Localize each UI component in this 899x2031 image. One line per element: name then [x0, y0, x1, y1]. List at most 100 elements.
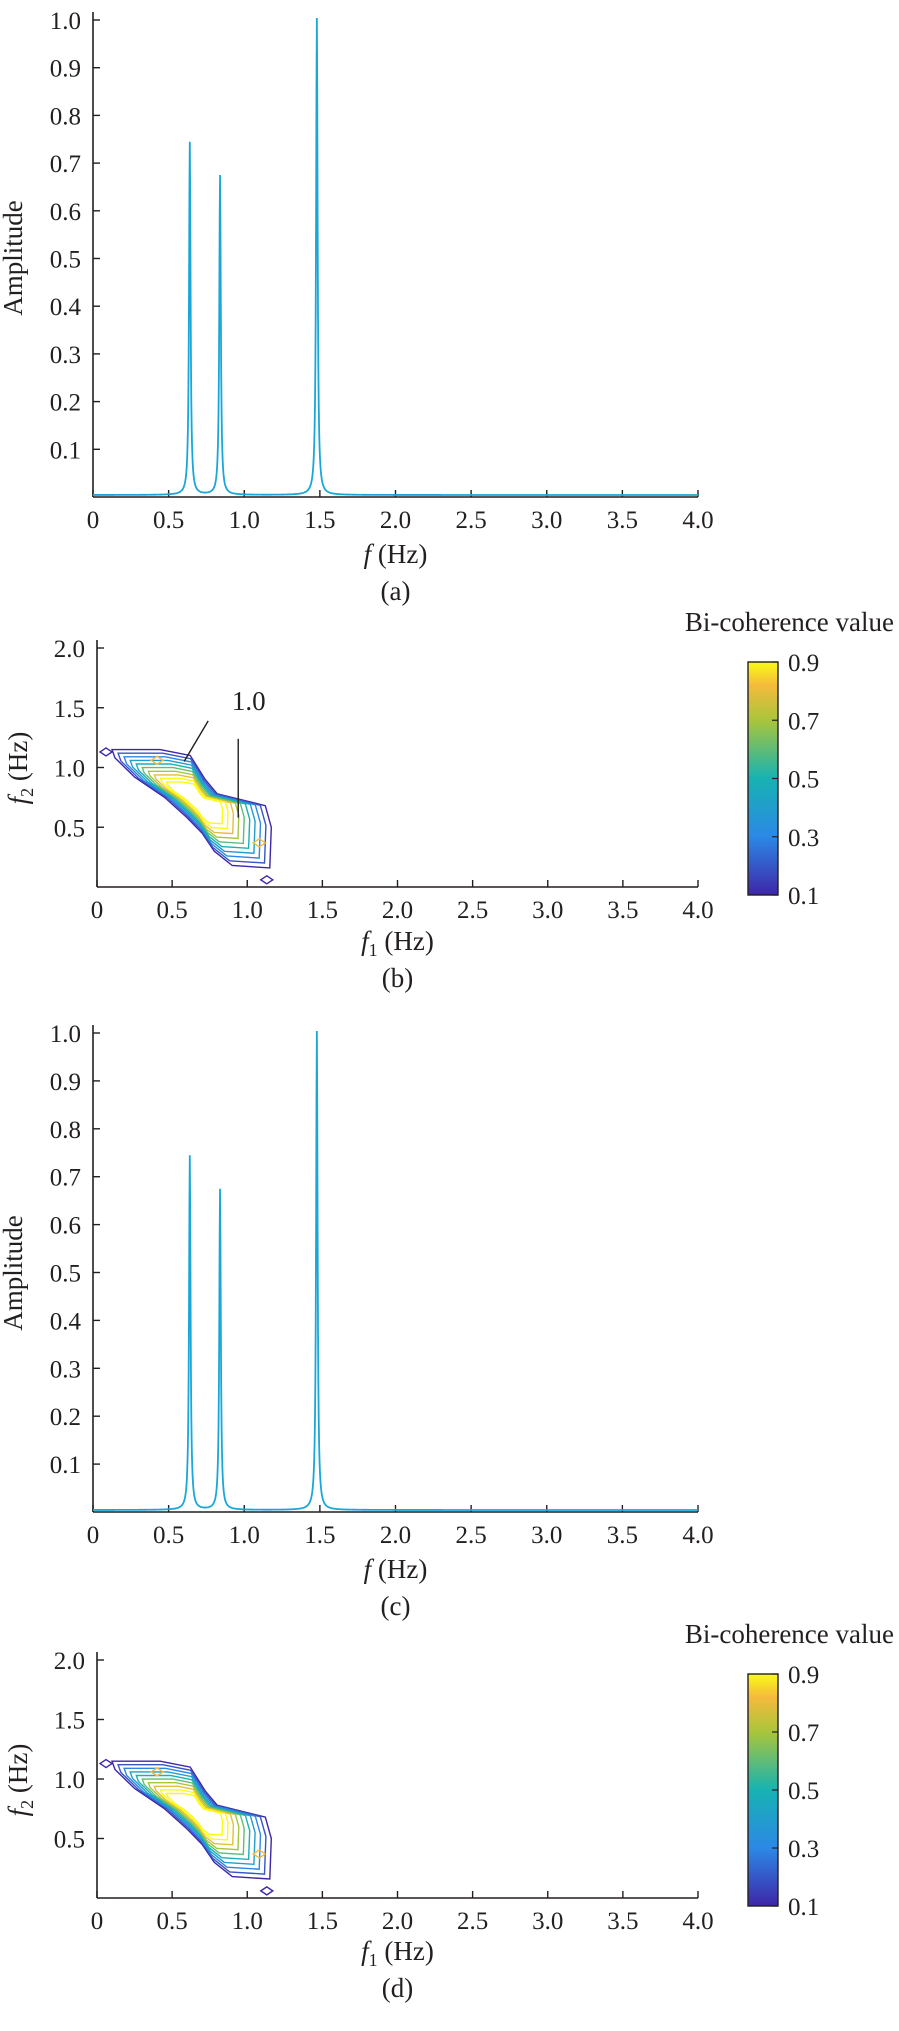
contour-level-4 — [129, 759, 256, 854]
x-axis-label-var: f — [361, 1936, 372, 1966]
y-tick-label: 0.3 — [50, 1356, 81, 1383]
contour-level-2 — [117, 752, 267, 864]
y-axis-label-unit: (Hz) — [3, 1744, 33, 1800]
y-tick-label: 1.0 — [54, 1767, 85, 1794]
x-tick-label: 3.0 — [531, 1522, 562, 1549]
y-tick-label: 0.1 — [50, 1452, 81, 1479]
x-axis-label-sub: 1 — [369, 1950, 378, 1970]
panel-label: (a) — [381, 576, 411, 606]
x-tick-label: 0 — [91, 1908, 104, 1935]
x-tick-label: 0 — [87, 1522, 100, 1549]
x-tick-label: 3.0 — [531, 507, 562, 534]
colorbar-tick-label: 0.9 — [788, 1662, 819, 1689]
colorbar-tick-label: 0.3 — [788, 1836, 819, 1863]
y-tick-label: 1.0 — [50, 8, 81, 35]
spectrum-line — [93, 1030, 698, 1511]
y-tick-label: 1.5 — [54, 696, 85, 723]
spectrum-panel-3: 0 0.5 1.0 1.5 2.0 2.5 3.0 3.5 4.0 0.1 0.2 0.3 0.4 0.5… — [0, 1021, 714, 1621]
y-tick-label: 1.0 — [54, 756, 85, 783]
panel-label: (c) — [381, 1591, 411, 1621]
x-tick-label: 0 — [87, 507, 100, 534]
contour-level-5 — [135, 763, 251, 850]
contour-level-9 — [159, 777, 229, 830]
x-axis-label: f (Hz) — [364, 1554, 428, 1584]
colorbar-tick-label: 0.9 — [788, 650, 819, 677]
contour-level-8 — [153, 774, 235, 835]
contour-tip-left — [98, 747, 114, 757]
x-tick-label: 2.0 — [382, 897, 413, 924]
annotation-leader-1 — [183, 720, 209, 762]
contour-peak-upper — [149, 755, 165, 766]
contour-tip-bottom — [259, 874, 275, 885]
y-tick-label: 0.7 — [50, 1165, 81, 1192]
x-axis-label-var: f — [364, 1554, 375, 1584]
x-tick-label: 0.5 — [153, 507, 184, 534]
colorbar-tick-label: 0.5 — [788, 1778, 819, 1805]
x-tick-label: 1.5 — [307, 897, 338, 924]
colorbar-tick-label: 0.3 — [788, 825, 819, 852]
contour-level-1 — [111, 748, 273, 869]
x-axis-label-sub: 1 — [369, 940, 378, 960]
x-tick-label: 4.0 — [682, 897, 713, 924]
colorbar-title: Bi-coherence value — [685, 607, 894, 637]
y-axis-label-unit: (Hz) — [3, 732, 33, 788]
contour-peak-lower — [252, 837, 267, 848]
x-tick-label: 1.5 — [304, 507, 335, 534]
x-tick-label: 0.5 — [157, 1908, 188, 1935]
y-tick-label: 0.5 — [54, 815, 85, 842]
y-tick-label: 0.9 — [50, 1069, 81, 1096]
x-tick-label: 1.0 — [229, 507, 260, 534]
spectrum-panel-1: 0 0.5 1.0 1.5 2.0 2.5 3.0 3.5 4.0 0.1 0.2 0.3 0.4 0.5… — [0, 8, 714, 606]
x-axis-label-unit: (Hz) — [378, 926, 434, 956]
x-tick-label: 3.5 — [607, 1522, 638, 1549]
colorbar-tick-label: 0.7 — [788, 708, 819, 735]
y-axis-label: Amplitude — [0, 200, 28, 316]
x-tick-label: 2.5 — [457, 1908, 488, 1935]
contour-level-7 — [147, 770, 240, 840]
spectrum-line — [93, 17, 698, 496]
y-tick-label: 0.8 — [50, 103, 81, 130]
x-tick-label: 2.0 — [380, 507, 411, 534]
y-tick-label: 1.0 — [50, 1021, 81, 1048]
contour-level-6 — [141, 1778, 245, 1856]
panel-label: (b) — [382, 963, 413, 993]
y-tick-label: 0.4 — [50, 1308, 82, 1335]
y-tick-label: 2.0 — [54, 1648, 85, 1675]
contour-peak-lower — [252, 1849, 267, 1859]
contour-level-3 — [123, 756, 262, 859]
colorbar-title: Bi-coherence value — [685, 1619, 894, 1649]
y-tick-label: 0.5 — [50, 247, 81, 274]
bicoherence-panel-2: 0 0.5 1.0 1.5 2.0 2.5 3.0 3.5 4.0 0.5 1.0 1.5 2.0 f2 … — [3, 607, 894, 993]
x-tick-label: 3.5 — [607, 897, 638, 924]
x-tick-label: 1.0 — [232, 897, 263, 924]
bicoherence-panel-4: 0 0.5 1.0 1.5 2.0 2.5 3.0 3.5 4.0 0.5 1.0 1.5 2.0 f2 … — [3, 1619, 894, 2003]
x-axis-label-unit: (Hz) — [371, 539, 427, 569]
y-axis-label-var: f — [3, 1805, 33, 1816]
y-tick-label: 0.2 — [50, 1404, 81, 1431]
y-axis-label-sub: 2 — [17, 1800, 37, 1809]
y-axis-label: Amplitude — [0, 1215, 28, 1331]
x-axis-label-unit: (Hz) — [371, 1554, 427, 1584]
y-tick-label: 0.4 — [50, 294, 82, 321]
x-tick-label: 3.0 — [532, 1908, 563, 1935]
y-tick-label: 0.7 — [50, 151, 81, 178]
x-tick-label: 1.0 — [229, 1522, 260, 1549]
x-axis-label: f1 (Hz) — [361, 926, 434, 960]
contour-tip-left — [98, 1758, 114, 1769]
y-tick-label: 0.6 — [50, 1213, 81, 1240]
x-tick-label: 4.0 — [682, 507, 713, 534]
contour-level-6 — [141, 766, 245, 845]
contour-level-4 — [129, 1771, 256, 1866]
y-tick-label: 0.8 — [50, 1117, 81, 1144]
contour-level-10 — [165, 781, 224, 825]
colorbar-tick-label: 0.7 — [788, 1720, 819, 1747]
y-tick-label: 0.3 — [50, 342, 81, 369]
contour-level-9 — [159, 1789, 229, 1841]
x-tick-label: 2.5 — [456, 507, 487, 534]
x-tick-label: 2.5 — [456, 1522, 487, 1549]
y-tick-label: 0.5 — [54, 1827, 85, 1854]
x-tick-label: 1.5 — [307, 1908, 338, 1935]
x-tick-label: 3.5 — [607, 1908, 638, 1935]
x-axis-label-var: f — [364, 539, 375, 569]
